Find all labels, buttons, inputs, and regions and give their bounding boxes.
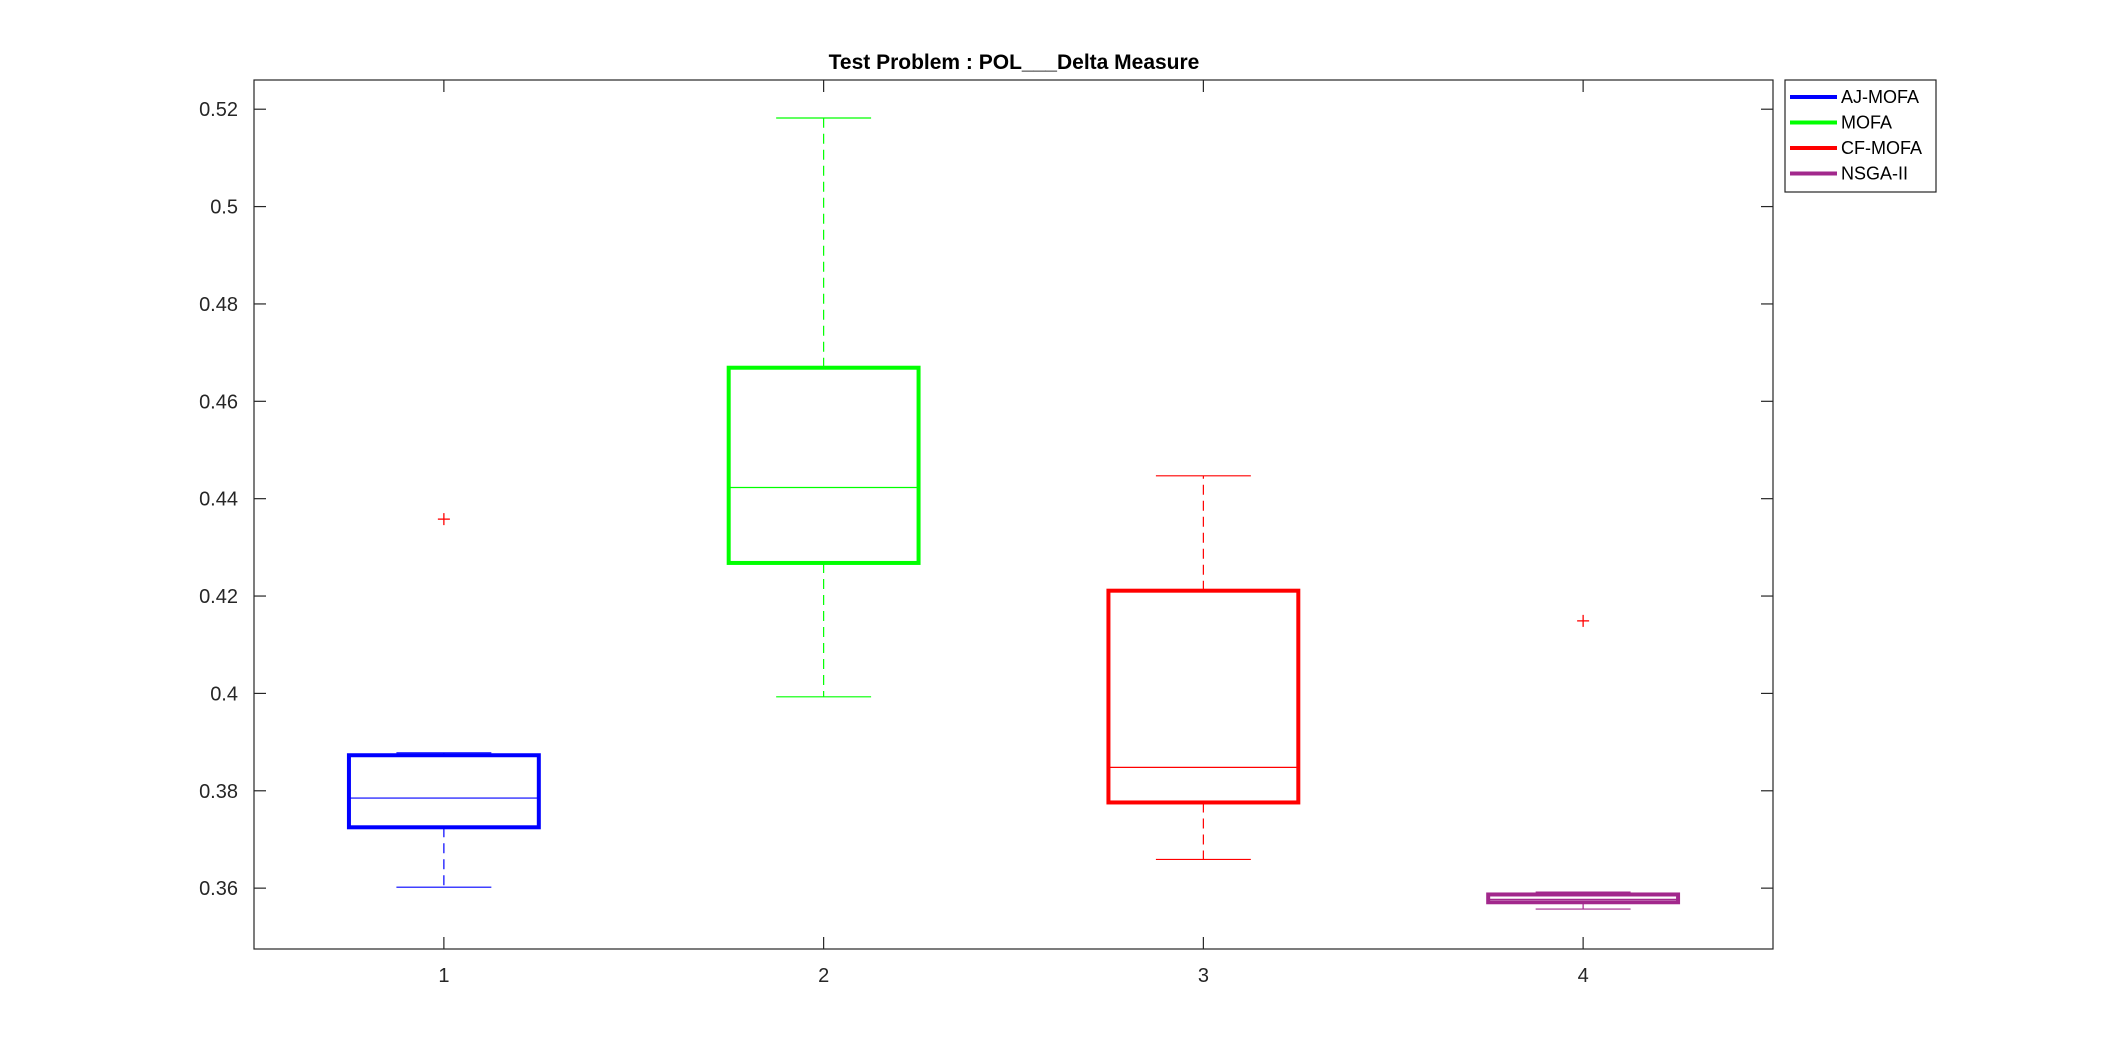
plot-area bbox=[253, 79, 1774, 950]
box-mofa bbox=[726, 117, 921, 698]
outlier-marker bbox=[437, 513, 450, 526]
legend-label: MOFA bbox=[1841, 113, 1892, 133]
box-nsga-ii bbox=[1486, 614, 1681, 910]
box-body bbox=[1106, 588, 1301, 805]
x-axis: 1 2 3 4 bbox=[438, 80, 1589, 987]
x-tick-label: 2 bbox=[818, 965, 829, 987]
box-aj-mofa bbox=[346, 513, 541, 888]
box-cf-mofa bbox=[1106, 475, 1301, 861]
y-tick-label: 0.46 bbox=[199, 391, 238, 413]
y-tick-label: 0.4 bbox=[210, 683, 238, 705]
x-tick-label: 3 bbox=[1198, 965, 1209, 987]
y-axis: 0.36 0.38 0.4 0.42 0.44 0.46 0.48 0.5 0.52 bbox=[199, 99, 1773, 900]
box-body bbox=[1486, 892, 1681, 905]
y-tick-label: 0.44 bbox=[199, 489, 238, 511]
outlier-marker bbox=[1577, 614, 1590, 627]
y-tick-label: 0.36 bbox=[199, 878, 238, 900]
legend-label: CF-MOFA bbox=[1841, 138, 1922, 158]
y-tick-label: 0.42 bbox=[199, 586, 238, 608]
box-plots bbox=[346, 117, 1681, 910]
x-tick-label: 4 bbox=[1578, 965, 1589, 987]
box-body bbox=[726, 365, 921, 565]
x-tick-label: 1 bbox=[438, 965, 449, 987]
legend-label: AJ-MOFA bbox=[1841, 87, 1919, 107]
chart-title: Test Problem : POL___Delta Measure bbox=[829, 51, 1200, 74]
y-tick-label: 0.5 bbox=[210, 197, 238, 219]
y-tick-label: 0.38 bbox=[199, 781, 238, 803]
legend-label: NSGA-II bbox=[1841, 164, 1908, 184]
y-tick-label: 0.52 bbox=[199, 99, 238, 121]
box-body bbox=[346, 753, 541, 830]
legend: AJ-MOFA MOFA CF-MOFA NSGA-II bbox=[1784, 79, 1937, 193]
y-tick-label: 0.48 bbox=[199, 294, 238, 316]
